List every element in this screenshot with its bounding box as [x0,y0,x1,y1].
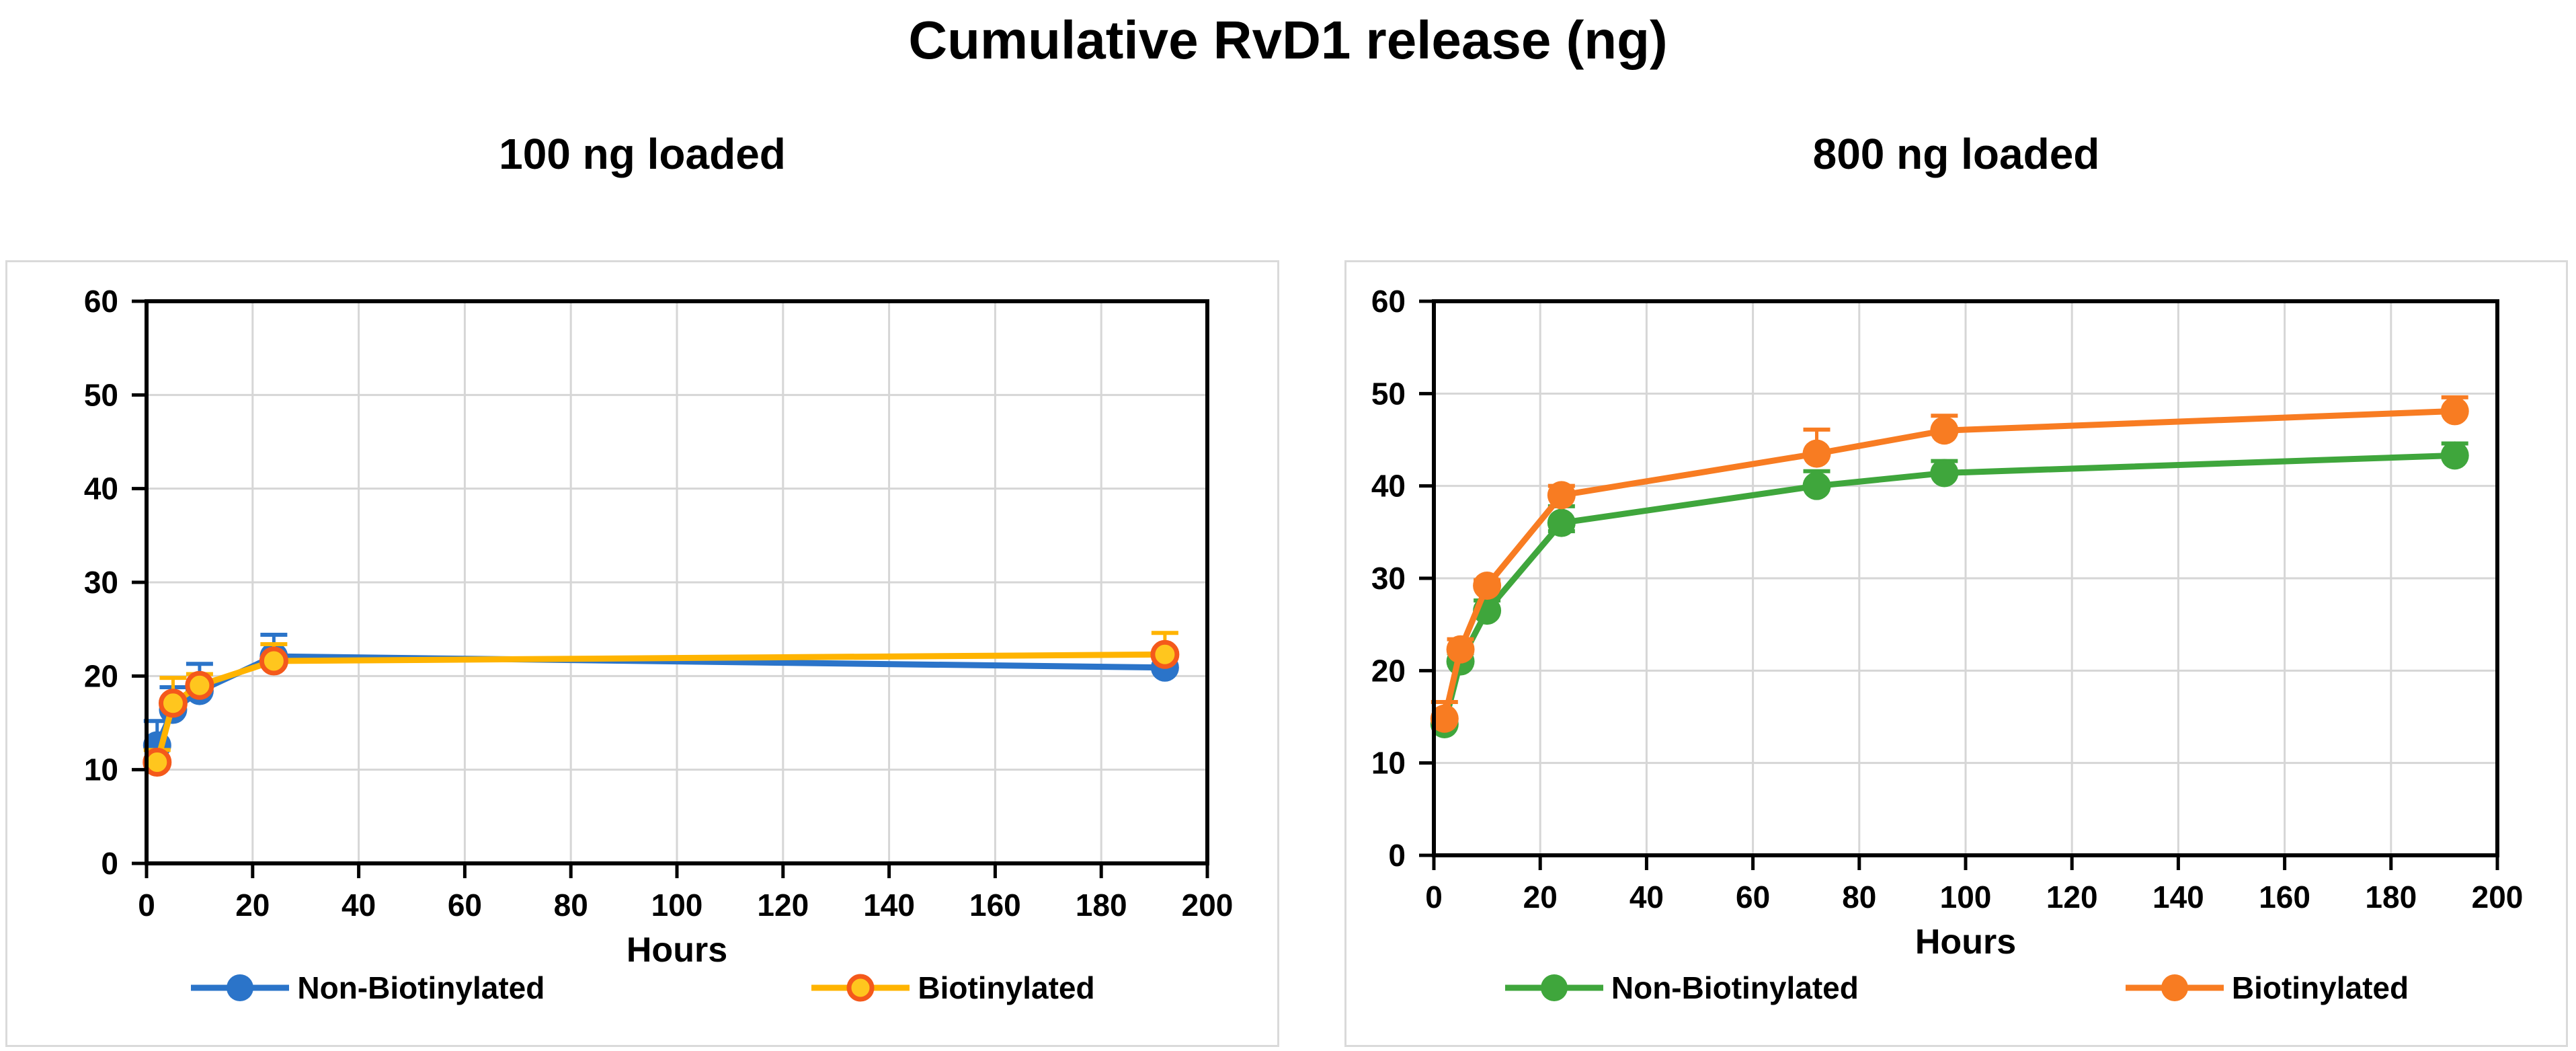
svg-text:120: 120 [757,888,809,923]
non-biotinylated-legend-marker-icon [191,974,290,1001]
series-line [1441,452,2458,728]
biotinylated-legend-marker-icon [811,974,910,1002]
svg-text:20: 20 [235,888,270,923]
gridlines [1434,301,2497,855]
error-bars [143,631,1178,763]
svg-text:60: 60 [1371,284,1406,319]
svg-text:160: 160 [969,888,1021,923]
svg-text:20: 20 [1371,653,1406,688]
svg-text:10: 10 [84,752,118,787]
y-axis-tick-labels: 0 10 20 30 40 50 60 [1371,284,1406,873]
svg-text:40: 40 [1629,880,1664,914]
data-point-marker [1473,571,1502,600]
series-line [154,653,1168,748]
data-point-marker [185,670,214,700]
data-point-marker [1802,439,1831,468]
left-chart-legend: Non-Biotinylated Biotinylated [7,970,1277,1006]
x-axis-tick-labels: 0 20 40 60 80 100 120 140 160 180 200 [138,888,1233,923]
right-chart-panel: 0 20 40 60 80 100 120 140 160 180 200 0 10 20 30 40 50 60… [1344,260,2568,1047]
svg-text:80: 80 [1842,880,1876,914]
data-point-marker [1446,635,1475,664]
left-chart-title: 100 ng loaded [499,130,786,178]
figure-title: Cumulative RvD1 release (ng) [908,10,1668,70]
svg-text:140: 140 [2152,880,2204,914]
axis-ticks [1419,299,2499,870]
series-line [1441,407,2458,722]
svg-text:100: 100 [1940,880,1992,914]
y-axis-tick-labels: 0 10 20 30 40 50 60 [84,284,118,881]
legend-label: Non-Biotinylated [297,970,545,1005]
x-axis-label: Hours [1915,923,2016,962]
svg-text:140: 140 [863,888,915,923]
right-chart-legend: Non-Biotinylated Biotinylated [1346,970,2566,1006]
svg-text:60: 60 [84,284,118,319]
svg-text:80: 80 [554,888,588,923]
svg-text:0: 0 [101,846,118,881]
svg-text:200: 200 [1182,888,1234,923]
data-point-marker [1547,481,1576,510]
gridlines [147,301,1207,863]
series-biotinylated [1430,395,2469,733]
legend-label: Non-Biotinylated [1611,970,1859,1005]
legend-item-biotinylated: Biotinylated [2124,970,2409,1006]
svg-text:180: 180 [1076,888,1127,923]
data-point-marker [259,646,288,676]
svg-text:0: 0 [1425,880,1443,914]
svg-text:60: 60 [1736,880,1770,914]
svg-text:40: 40 [341,888,376,923]
svg-text:0: 0 [1388,838,1406,873]
svg-text:50: 50 [1371,376,1406,411]
svg-text:20: 20 [1523,880,1558,914]
svg-text:50: 50 [84,377,118,412]
svg-text:0: 0 [138,888,155,923]
legend-item-biotinylated: Biotinylated [810,970,1095,1006]
svg-text:120: 120 [2046,880,2098,914]
svg-text:10: 10 [1371,746,1406,781]
x-axis-tick-labels: 0 20 40 60 80 100 120 140 160 180 200 [1425,880,2523,914]
svg-text:30: 30 [1371,561,1406,596]
svg-text:40: 40 [1371,469,1406,504]
left-chart-panel: 0 20 40 60 80 100 120 140 160 180 200 0 10 20 30 40 50 60… [5,260,1279,1047]
svg-text:200: 200 [2472,880,2524,914]
non-biotinylated-legend-marker-icon [1504,974,1603,1001]
data-point-marker [1930,459,1959,488]
data-point-marker [1930,416,1959,445]
data-point-marker [158,689,188,718]
data-point-marker [1802,471,1831,500]
svg-text:160: 160 [2259,880,2310,914]
svg-text:100: 100 [651,888,703,923]
data-point-marker [143,748,172,777]
series-line [154,651,1168,766]
svg-text:30: 30 [84,565,118,600]
svg-text:20: 20 [84,658,118,693]
right-chart-plot: 0 20 40 60 80 100 120 140 160 180 200 0 10 20 30 40 50 60… [1371,284,2524,962]
data-point-marker [2440,397,2469,426]
data-point-marker [1430,704,1459,733]
data-point-marker [2440,441,2469,470]
biotinylated-legend-marker-icon [2125,974,2224,1001]
legend-label: Biotinylated [918,970,1095,1005]
svg-text:60: 60 [448,888,482,923]
data-point-marker [1547,508,1576,537]
svg-text:180: 180 [2365,880,2417,914]
series-biotinylated [143,631,1180,777]
legend-item-non-biotinylated: Non-Biotinylated [1504,970,1859,1006]
legend-label: Biotinylated [2231,970,2409,1005]
x-axis-label: Hours [627,931,727,966]
left-chart-plot: 0 20 40 60 80 100 120 140 160 180 200 0 10 20 30 40 50 60… [84,284,1234,966]
right-chart-title: 800 ng loaded [1812,130,2100,178]
legend-item-non-biotinylated: Non-Biotinylated [190,970,545,1006]
axis-ticks [132,299,1209,878]
data-point-marker [1150,639,1180,669]
svg-text:40: 40 [84,471,118,506]
